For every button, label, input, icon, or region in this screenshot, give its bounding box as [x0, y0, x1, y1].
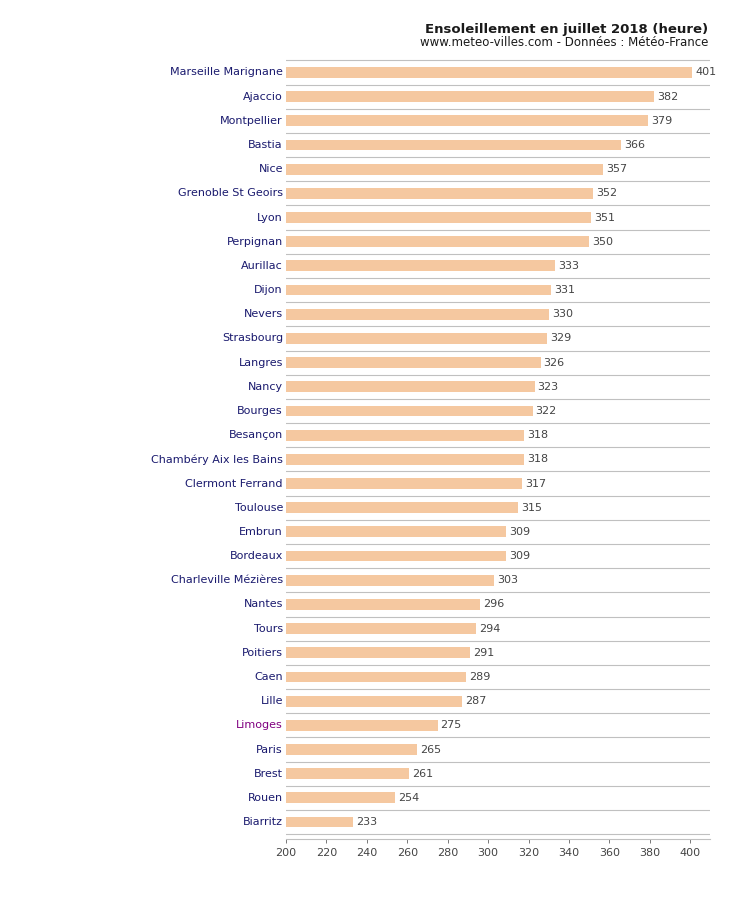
Text: 352: 352 [596, 188, 618, 198]
Text: 261: 261 [412, 769, 434, 778]
Text: www.meteo-villes.com - Données : Météo-France: www.meteo-villes.com - Données : Météo-F… [420, 36, 708, 49]
Text: 318: 318 [528, 430, 549, 440]
Text: Chambéry Aix les Bains: Chambéry Aix les Bains [151, 454, 283, 464]
Bar [286, 237, 589, 248]
Text: 309: 309 [510, 551, 531, 561]
Text: 382: 382 [657, 92, 678, 102]
Text: 289: 289 [469, 672, 491, 682]
Text: Ajaccio: Ajaccio [243, 92, 283, 102]
Text: 303: 303 [497, 575, 518, 585]
Text: 315: 315 [521, 503, 542, 513]
Text: 323: 323 [537, 382, 558, 392]
Text: Besançon: Besançon [228, 430, 283, 440]
Text: 401: 401 [695, 68, 716, 77]
Text: Perpignan: Perpignan [227, 237, 283, 247]
Text: 318: 318 [528, 454, 549, 464]
Text: Bastia: Bastia [248, 140, 283, 150]
Text: 309: 309 [510, 526, 531, 537]
Text: Brest: Brest [254, 769, 283, 778]
Text: Tours: Tours [254, 624, 283, 634]
Bar [286, 623, 476, 634]
Text: 350: 350 [592, 237, 613, 247]
Bar [286, 357, 541, 368]
Text: 275: 275 [441, 720, 462, 730]
Bar [286, 575, 494, 586]
Bar [286, 647, 470, 658]
Text: 287: 287 [465, 696, 486, 706]
Bar [286, 429, 524, 441]
Bar [286, 382, 534, 392]
Text: 291: 291 [473, 648, 494, 658]
Bar [286, 671, 466, 682]
Text: 233: 233 [356, 817, 377, 827]
Bar [286, 816, 353, 827]
Text: Caen: Caen [254, 672, 283, 682]
Text: Embrun: Embrun [239, 526, 283, 537]
Bar [286, 67, 692, 78]
Bar [286, 115, 648, 126]
Text: Charleville Mézières: Charleville Mézières [171, 575, 283, 585]
Bar [286, 551, 507, 562]
Text: 322: 322 [536, 406, 557, 416]
Text: Strasbourg: Strasbourg [222, 333, 283, 344]
Bar [286, 164, 603, 175]
Text: Lille: Lille [261, 696, 283, 706]
Text: Montpellier: Montpellier [220, 116, 283, 126]
Text: Biarritz: Biarritz [243, 817, 283, 827]
Text: Langres: Langres [239, 357, 283, 367]
Text: 326: 326 [544, 357, 565, 367]
Text: Aurillac: Aurillac [241, 261, 283, 271]
Text: Grenoble St Geoirs: Grenoble St Geoirs [178, 188, 283, 198]
Text: Marseille Marignane: Marseille Marignane [170, 68, 283, 77]
Bar [286, 769, 410, 779]
Text: Nancy: Nancy [247, 382, 283, 392]
Text: Bourges: Bourges [237, 406, 283, 416]
Text: Clermont Ferrand: Clermont Ferrand [185, 479, 283, 489]
Text: 333: 333 [558, 261, 579, 271]
Text: Ensoleillement en juillet 2018 (heure): Ensoleillement en juillet 2018 (heure) [425, 22, 708, 35]
Text: Nevers: Nevers [244, 310, 283, 320]
Text: Nantes: Nantes [244, 599, 283, 609]
Text: Poitiers: Poitiers [242, 648, 283, 658]
Bar [286, 478, 523, 489]
Bar [286, 454, 524, 464]
Bar [286, 696, 462, 706]
Text: 296: 296 [483, 599, 504, 609]
Bar [286, 720, 437, 731]
Bar [286, 260, 555, 271]
Text: 294: 294 [479, 624, 500, 634]
Bar [286, 526, 507, 537]
Text: Bordeaux: Bordeaux [229, 551, 283, 561]
Bar [286, 140, 621, 150]
Text: 265: 265 [420, 744, 442, 754]
Text: 379: 379 [651, 116, 672, 126]
Bar [286, 502, 518, 513]
Bar [286, 333, 547, 344]
Bar [286, 792, 395, 804]
Bar [286, 91, 654, 102]
Text: 366: 366 [625, 140, 645, 150]
Bar [286, 744, 418, 755]
Text: 357: 357 [607, 164, 628, 175]
Text: 330: 330 [552, 310, 573, 320]
Text: Dijon: Dijon [254, 285, 283, 295]
Text: Nice: Nice [258, 164, 283, 175]
Text: 317: 317 [526, 479, 547, 489]
Text: 329: 329 [550, 333, 571, 344]
Text: 254: 254 [398, 793, 420, 803]
Text: Paris: Paris [256, 744, 283, 754]
Bar [286, 284, 550, 295]
Bar [286, 599, 480, 610]
Bar [286, 406, 533, 417]
Text: 351: 351 [594, 212, 615, 222]
Text: Lyon: Lyon [257, 212, 283, 222]
Text: Rouen: Rouen [247, 793, 283, 803]
Bar [286, 188, 593, 199]
Text: Limoges: Limoges [237, 720, 283, 730]
Text: Toulouse: Toulouse [234, 503, 283, 513]
Bar [286, 212, 591, 223]
Bar [286, 309, 549, 320]
Text: 331: 331 [554, 285, 575, 295]
